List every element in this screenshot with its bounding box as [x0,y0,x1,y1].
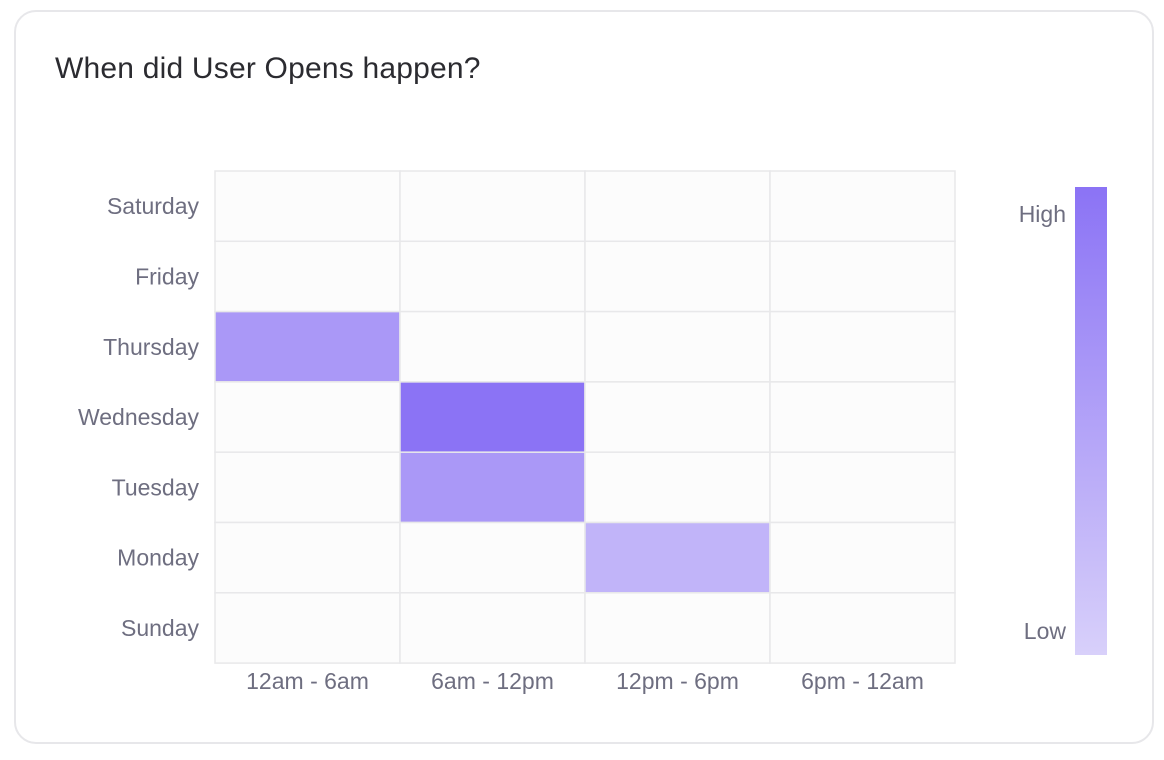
heatmap-cells [214,170,956,664]
heatmap-cell[interactable] [769,381,956,453]
heatmap-cell[interactable] [769,170,956,243]
heatmap-cell[interactable] [584,381,771,453]
y-tick-label: Friday [135,263,199,289]
heatmap-cell[interactable] [214,592,401,664]
heatmap-cell[interactable] [584,170,771,243]
x-tick-label: 6pm - 12am [801,668,924,694]
y-tick-label: Wednesday [78,404,200,430]
heatmap-cell[interactable] [584,310,771,383]
heatmap-cell[interactable] [399,310,586,383]
heatmap-cell[interactable] [214,240,401,313]
x-tick-label: 12pm - 6pm [616,668,739,694]
y-tick-label: Saturday [107,193,200,219]
heatmap-cell[interactable] [769,451,956,524]
color-legend: High Low [1019,187,1107,655]
heatmap-cell[interactable] [214,451,401,524]
heatmap-cell[interactable] [399,240,586,313]
heatmap-cell[interactable] [399,451,586,524]
heatmap-cell[interactable] [399,381,586,453]
y-tick-label: Thursday [103,334,199,360]
heatmap-cell[interactable] [214,381,401,453]
x-axis-labels: 12am - 6am 6am - 12pm 12pm - 6pm 6pm - 12am [246,668,924,694]
heatmap-cell[interactable] [214,521,401,594]
heatmap-cell[interactable] [584,592,771,664]
heatmap-cell[interactable] [769,521,956,594]
heatmap-cell[interactable] [214,170,401,243]
heatmap-cell[interactable] [584,451,771,524]
heatmap-cell[interactable] [399,592,586,664]
heatmap-cell[interactable] [214,310,401,383]
y-tick-label: Tuesday [112,474,200,500]
legend-gradient-bar [1075,187,1107,655]
x-tick-label: 12am - 6am [246,668,369,694]
heatmap-cell[interactable] [399,170,586,243]
heatmap-cell[interactable] [584,240,771,313]
legend-low-label: Low [1024,618,1067,644]
heatmap-cell[interactable] [584,521,771,594]
heatmap-cell[interactable] [769,592,956,664]
heatmap-cell[interactable] [769,240,956,313]
heatmap-cell[interactable] [769,310,956,383]
chart-title: When did User Opens happen? [55,52,481,85]
heatmap-cell[interactable] [399,521,586,594]
y-axis-labels: Saturday Friday Thursday Wednesday Tuesday Mo… [78,193,200,641]
y-tick-label: Sunday [121,615,200,641]
x-tick-label: 6am - 12pm [431,668,554,694]
y-tick-label: Monday [117,545,199,571]
legend-high-label: High [1019,201,1066,227]
